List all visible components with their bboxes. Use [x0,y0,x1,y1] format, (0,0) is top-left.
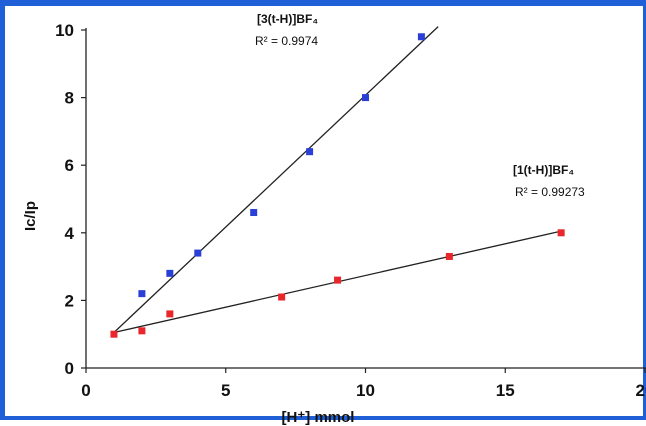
data-point-series-2 [557,229,565,237]
series-1-r2: R² = 0.9974 [255,34,318,48]
data-point-series-2 [278,293,286,301]
x-tick-label: 20 [636,381,646,400]
y-tick-label: 10 [55,21,74,40]
series-2-r2: R² = 0.99273 [515,185,585,199]
y-tick-label: 2 [65,291,74,310]
trendlines [113,26,562,334]
y-tick-label: 8 [65,89,74,108]
y-tick-label: 4 [65,224,75,243]
x-tick-label: 15 [496,381,515,400]
data-point-series-2 [445,252,453,260]
data-points [110,33,565,338]
series-1-label: [3(t-H)]BF₄ [257,12,318,26]
data-point-series-1 [306,148,314,156]
x-tick-label: 0 [81,381,90,400]
y-tick-label: 0 [65,359,74,378]
x-axis-title: [H⁺] mmol [282,409,355,426]
data-point-series-1 [194,249,202,257]
data-point-series-1 [166,269,174,277]
data-point-series-2 [138,327,146,335]
data-point-series-1 [362,94,369,102]
data-point-series-2 [334,276,342,284]
scatter-chart: 0 2 4 6 8 10 0 5 10 15 20 [3(t-H)]BF₄ R² = 0.9974 … [22,12,646,426]
x-tick-label: 5 [221,381,230,400]
series-2-label: [1(t-H)]BF₄ [513,163,574,177]
data-point-series-1 [417,33,425,41]
y-tick-label: 6 [65,156,74,175]
data-point-series-1 [138,290,146,298]
axes [81,28,646,373]
series-annotations: [3(t-H)]BF₄ R² = 0.9974 [1(t-H)]BF₄ R² =… [255,12,585,199]
data-point-series-2 [166,310,174,318]
y-axis-title: Ic/Ip [22,201,39,231]
data-point-series-1 [250,209,258,217]
x-tick-label: 10 [356,381,375,400]
tick-labels: 0 2 4 6 8 10 0 5 10 15 20 [55,21,646,400]
data-point-series-2 [110,330,118,338]
trendline-series-1 [113,26,439,333]
